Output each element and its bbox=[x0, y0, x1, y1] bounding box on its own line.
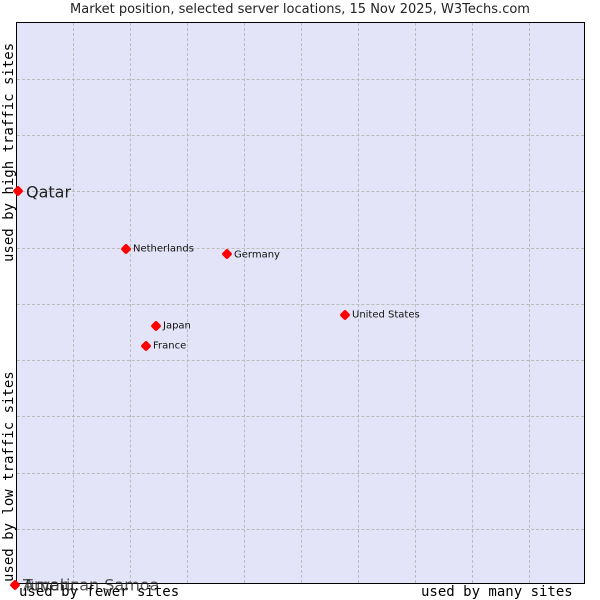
point-label-united-states: United States bbox=[352, 309, 420, 321]
grid-line-horizontal bbox=[17, 304, 584, 305]
grid-line-vertical bbox=[130, 23, 131, 583]
x-axis-label-high: used by many sites bbox=[421, 584, 573, 600]
grid-line-vertical bbox=[244, 23, 245, 583]
point-label-netherlands: Netherlands bbox=[133, 243, 194, 255]
grid-line-vertical bbox=[301, 23, 302, 583]
grid-line-vertical bbox=[187, 23, 188, 583]
grid-line-vertical bbox=[73, 23, 74, 583]
x-axis-label-low: used by fewer sites bbox=[19, 584, 180, 600]
point-label-american-samoa: American Samoa bbox=[23, 575, 160, 595]
grid-line-horizontal bbox=[17, 416, 584, 417]
point-label-japan: Japan bbox=[163, 320, 191, 332]
grid-line-vertical bbox=[529, 23, 530, 583]
y-axis-label-low: used by low traffic sites bbox=[1, 371, 17, 582]
grid-line-vertical bbox=[415, 23, 416, 583]
grid-line-horizontal bbox=[17, 248, 584, 249]
point-label-qatar: Qatar bbox=[26, 182, 72, 202]
grid-line-horizontal bbox=[17, 135, 584, 136]
grid-line-horizontal bbox=[17, 191, 584, 192]
y-axis-label-high: used by high traffic sites bbox=[1, 42, 17, 262]
grid-line-vertical bbox=[358, 23, 359, 583]
point-label-tuvalu: Tuvalu bbox=[23, 575, 75, 595]
chart-title: Market position, selected server locatio… bbox=[70, 2, 530, 17]
grid-line-horizontal bbox=[17, 529, 584, 530]
point-label-germany: Germany bbox=[234, 249, 280, 261]
grid-line-horizontal bbox=[17, 79, 584, 80]
grid-line-horizontal bbox=[17, 360, 584, 361]
plot-area bbox=[16, 22, 585, 584]
grid-line-vertical bbox=[472, 23, 473, 583]
grid-line-horizontal bbox=[17, 473, 584, 474]
point-label-france: France bbox=[153, 340, 187, 352]
